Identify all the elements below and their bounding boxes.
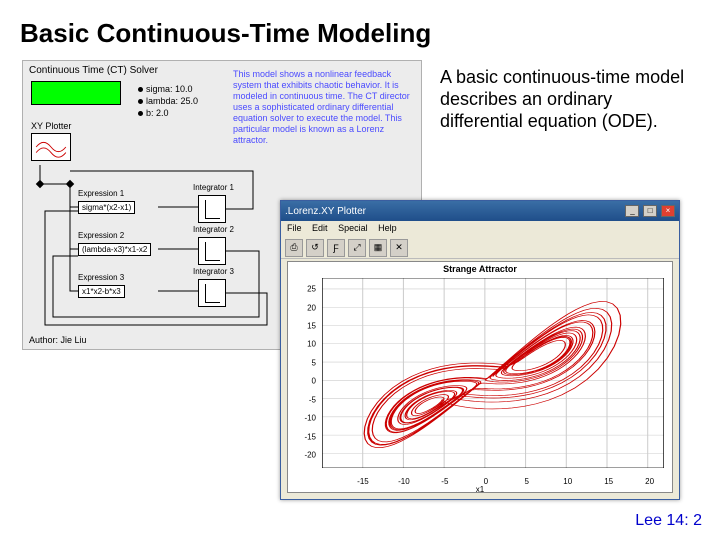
expr3-block: x1*x2-b*x3 <box>78 285 125 298</box>
zoom-icon[interactable]: ⤢ <box>348 239 366 257</box>
slide-footer: Lee 14: 2 <box>635 512 702 530</box>
integrator3-block <box>198 279 226 307</box>
xyplotter-block <box>31 133 71 161</box>
xyplotter-window: .Lorenz.XY Plotter _ □ × File Edit Speci… <box>280 200 680 500</box>
maximize-button[interactable]: □ <box>643 205 657 217</box>
menu-file[interactable]: File <box>287 223 302 233</box>
integrator1-label: Integrator 1 <box>193 183 234 192</box>
wire-node <box>66 180 74 188</box>
window-toolbar: ⎙ ↺ Ƒ ⤢ ▦ ✕ <box>281 237 679 259</box>
minimize-button[interactable]: _ <box>625 205 639 217</box>
wire-node <box>36 180 44 188</box>
plot-axes <box>322 278 664 468</box>
expr2-block: (lambda-x3)*x1-x2 <box>78 243 151 256</box>
integrator2-label: Integrator 2 <box>193 225 234 234</box>
window-menubar[interactable]: File Edit Special Help <box>281 221 679 237</box>
model-header: Continuous Time (CT) Solver <box>29 65 158 76</box>
plot-title: Strange Attractor <box>288 264 672 274</box>
window-title: .Lorenz.XY Plotter <box>285 206 366 217</box>
close-button[interactable]: × <box>661 205 675 217</box>
integrator2-block <box>198 237 226 265</box>
body-text: A basic continuous-time model describes … <box>440 66 690 132</box>
expr1-label: Expression 1 <box>78 189 124 198</box>
integrator1-block <box>198 195 226 223</box>
model-parameters: sigma: 10.0 lambda: 25.0 b: 2.0 <box>138 83 198 119</box>
format-icon[interactable]: Ƒ <box>327 239 345 257</box>
menu-special[interactable]: Special <box>338 223 368 233</box>
expr2-label: Expression 2 <box>78 231 124 240</box>
expr1-block: sigma*(x2-x1) <box>78 201 135 214</box>
fill-icon[interactable]: ▦ <box>369 239 387 257</box>
print-icon[interactable]: ⎙ <box>285 239 303 257</box>
slide-title: Basic Continuous-Time Modeling <box>20 18 431 49</box>
clear-icon[interactable]: ✕ <box>390 239 408 257</box>
menu-help[interactable]: Help <box>378 223 397 233</box>
model-description: This model shows a nonlinear feedback sy… <box>233 69 418 146</box>
x-axis-label: x1 <box>288 485 672 494</box>
plot-area: Strange Attractor 2520151050-5-10-15-20 … <box>287 261 673 493</box>
reset-icon[interactable]: ↺ <box>306 239 324 257</box>
window-titlebar[interactable]: .Lorenz.XY Plotter _ □ × <box>281 201 679 221</box>
integrator3-label: Integrator 3 <box>193 267 234 276</box>
model-author: Author: Jie Liu <box>29 335 87 345</box>
expr3-label: Expression 3 <box>78 273 124 282</box>
xyplotter-label: XY Plotter <box>31 121 71 131</box>
menu-edit[interactable]: Edit <box>312 223 328 233</box>
ct-director-block <box>31 81 121 105</box>
